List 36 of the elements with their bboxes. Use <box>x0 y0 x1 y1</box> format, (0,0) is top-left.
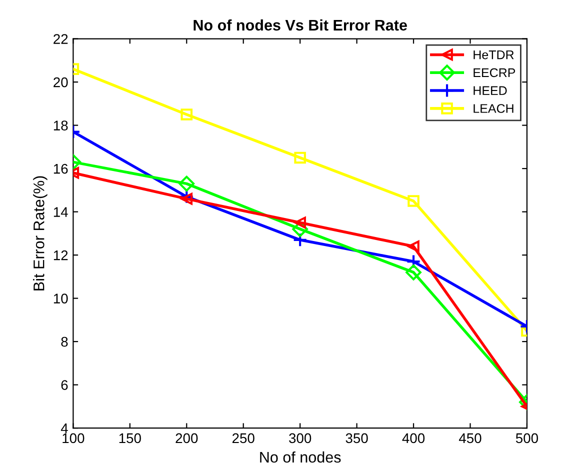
y-tick-label: 4 <box>60 424 68 434</box>
point <box>294 152 306 164</box>
y-tick-label: 12 <box>54 250 68 260</box>
x-axis-title: No of nodes <box>260 451 341 463</box>
x-tick-label: 150 <box>119 433 141 444</box>
y-tick-label: 14 <box>54 207 68 217</box>
y-tick-label: 18 <box>54 120 68 130</box>
legend-label: EECRP <box>474 68 516 78</box>
y-tick-label: 20 <box>54 77 68 88</box>
x-tick-label: 400 <box>402 433 425 444</box>
y-tick-label: 8 <box>61 336 68 347</box>
legend-label: HeTDR <box>474 50 514 60</box>
point <box>406 264 422 280</box>
point <box>180 108 193 120</box>
y-axis-title: Bit Error Rate(%) <box>33 176 48 290</box>
point <box>180 192 193 205</box>
x-tick-label: 500 <box>516 433 538 444</box>
x-tick-label: 100 <box>62 433 84 444</box>
point <box>408 240 420 252</box>
chart-title: No of nodes Vs Bit Error Rate <box>194 19 407 31</box>
point <box>294 216 306 229</box>
y-tick-label: 22 <box>54 34 68 44</box>
x-tick-label: 200 <box>176 433 198 444</box>
y-tick-label: 6 <box>61 380 68 390</box>
point <box>178 176 195 192</box>
x-tick-label: 350 <box>346 433 368 444</box>
x-tick-label: 250 <box>232 433 254 444</box>
y-tick-label: 16 <box>54 164 68 174</box>
point <box>292 232 308 248</box>
x-tick-label: 450 <box>458 433 482 444</box>
point <box>408 195 420 207</box>
legend-label: LEACH <box>474 104 514 113</box>
x-tick-label: 300 <box>289 433 312 444</box>
legend-label: HEED <box>474 86 507 95</box>
y-tick-label: 10 <box>54 294 68 304</box>
point <box>406 254 421 269</box>
